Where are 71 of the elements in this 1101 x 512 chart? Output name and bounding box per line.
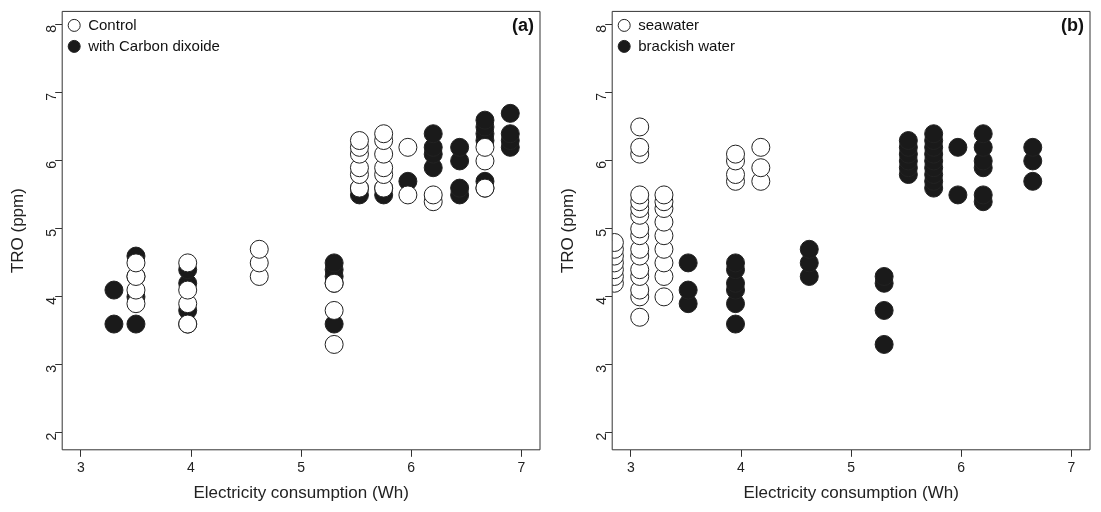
point: [874, 334, 894, 354]
x-tick-label: 4: [187, 459, 196, 476]
point: [178, 280, 198, 300]
point: [423, 185, 443, 205]
point: [475, 110, 495, 130]
point: [726, 253, 745, 273]
point: [973, 185, 993, 205]
y-tick-label: 8: [43, 24, 60, 33]
x-tick-label: 5: [847, 459, 856, 476]
point: [948, 137, 968, 157]
point: [423, 124, 443, 144]
point: [104, 314, 124, 334]
x-tick-label: 3: [77, 459, 86, 476]
point: [726, 144, 745, 164]
point: [924, 124, 944, 144]
x-axis-title: Electricity consumption (Wh): [743, 483, 959, 503]
point: [126, 314, 146, 334]
point: [450, 137, 470, 157]
legend-label: seawater: [638, 15, 700, 33]
point: [475, 137, 495, 157]
point: [630, 137, 650, 157]
legend-label: brackish water: [638, 36, 735, 54]
point: [178, 253, 198, 273]
point: [654, 185, 674, 205]
x-axis-title: Electricity consumption (Wh): [193, 483, 409, 503]
point: [678, 280, 698, 300]
point: [500, 103, 520, 123]
y-axis-title: TRO (ppm): [557, 188, 577, 274]
point: [630, 185, 650, 205]
y-tick-label: 5: [43, 228, 60, 237]
x-tick-label: 6: [957, 459, 966, 476]
y-tick-label: 7: [593, 92, 610, 101]
point: [874, 300, 894, 320]
point: [799, 239, 819, 259]
annotation: (a): [512, 15, 534, 36]
y-tick-label: 7: [43, 92, 60, 101]
x-tick-label: 4: [737, 459, 746, 476]
y-tick-label: 5: [593, 228, 610, 237]
point: [1023, 137, 1043, 157]
y-tick-label: 4: [43, 296, 60, 305]
point: [349, 131, 369, 151]
point: [726, 314, 745, 334]
legend-label: with Carbon dixoide: [87, 36, 220, 54]
x-tick-label: 3: [627, 459, 636, 476]
x-tick-label: 5: [297, 459, 306, 476]
point: [126, 253, 146, 273]
y-tick-label: 2: [43, 432, 60, 441]
y-tick-label: 3: [593, 364, 610, 373]
y-tick-label: 3: [43, 364, 60, 373]
y-tick-label: 8: [593, 24, 610, 33]
point: [973, 124, 993, 144]
point: [324, 253, 344, 273]
y-tick-label: 6: [593, 160, 610, 169]
point: [874, 266, 894, 286]
point: [678, 253, 698, 273]
legend-label: Control: [88, 15, 137, 33]
point: [1023, 171, 1043, 191]
point: [500, 124, 520, 144]
point: [450, 178, 470, 198]
y-tick-label: 6: [43, 160, 60, 169]
y-axis-title: TRO (ppm): [7, 188, 27, 274]
point: [948, 185, 968, 205]
y-tick-label: 4: [593, 296, 610, 305]
x-tick-label: 7: [517, 459, 526, 476]
y-tick-label: 2: [593, 432, 610, 441]
x-tick-label: 6: [407, 459, 416, 476]
point: [898, 131, 918, 151]
point: [374, 124, 394, 144]
annotation: (b): [1061, 15, 1084, 36]
x-tick-label: 7: [1067, 459, 1076, 476]
point: [104, 280, 124, 300]
